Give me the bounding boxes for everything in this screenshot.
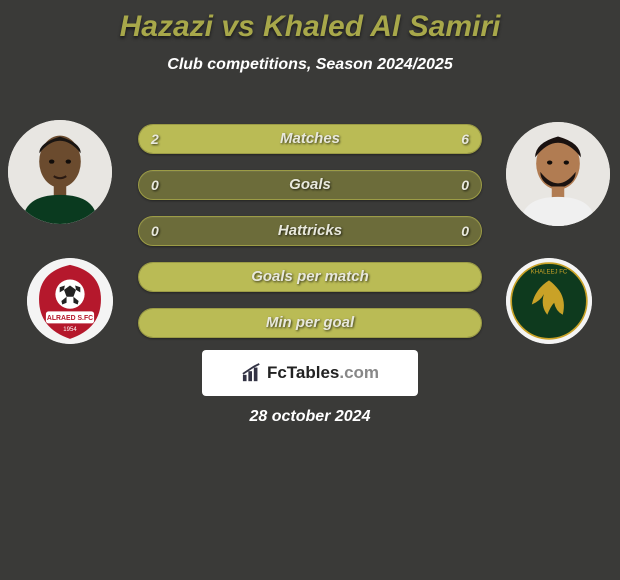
brand-name-main: FcTables	[267, 363, 339, 382]
stat-bar: Matches2 6	[138, 124, 482, 154]
stat-label: Min per goal	[139, 309, 481, 337]
stat-value-left: 2	[151, 125, 159, 153]
brand-name-ext: .com	[339, 363, 379, 382]
date-label: 28 october 2024	[0, 408, 620, 426]
club-left-crest-icon: ALRAED S.FC 1954	[27, 258, 113, 344]
brand-chart-icon	[241, 363, 263, 383]
stat-bar: Min per goal	[138, 308, 482, 338]
subtitle: Club competitions, Season 2024/2025	[0, 56, 620, 74]
svg-text:ALRAED S.FC: ALRAED S.FC	[47, 315, 93, 322]
stat-bars: Matches26Goals00Hattricks00Goals per mat…	[138, 124, 482, 354]
stat-value-right: 6	[461, 125, 469, 153]
stat-value-right: 0	[461, 217, 469, 245]
player-right-portrait-icon	[506, 122, 610, 226]
club-left-badge: ALRAED S.FC 1954	[27, 258, 113, 344]
player-left-avatar	[8, 120, 112, 224]
svg-text:1954: 1954	[63, 327, 77, 333]
infographic-container: Hazazi vs Khaled Al Samiri Club competit…	[0, 0, 620, 580]
brand-box: FcTables.com	[202, 350, 418, 396]
club-right-crest-icon: KHALEEJ FC	[506, 258, 592, 344]
player-right-avatar	[506, 122, 610, 226]
stat-label: Goals per match	[139, 263, 481, 291]
stat-bar: Goals per match	[138, 262, 482, 292]
club-right-badge: KHALEEJ FC	[506, 258, 592, 344]
stat-value-right: 0	[461, 171, 469, 199]
stat-label: Matches	[139, 125, 481, 153]
stat-label: Hattricks	[139, 217, 481, 245]
stat-label: Goals	[139, 171, 481, 199]
page-title: Hazazi vs Khaled Al Samiri	[0, 0, 620, 44]
stat-bar: Goals0 0	[138, 170, 482, 200]
stat-bar: Hattricks0 0	[138, 216, 482, 246]
stat-value-left: 0	[151, 171, 159, 199]
svg-text:KHALEEJ FC: KHALEEJ FC	[531, 269, 568, 275]
player-left-portrait-icon	[8, 120, 112, 224]
brand-name: FcTables.com	[267, 363, 379, 383]
stat-value-left: 0	[151, 217, 159, 245]
